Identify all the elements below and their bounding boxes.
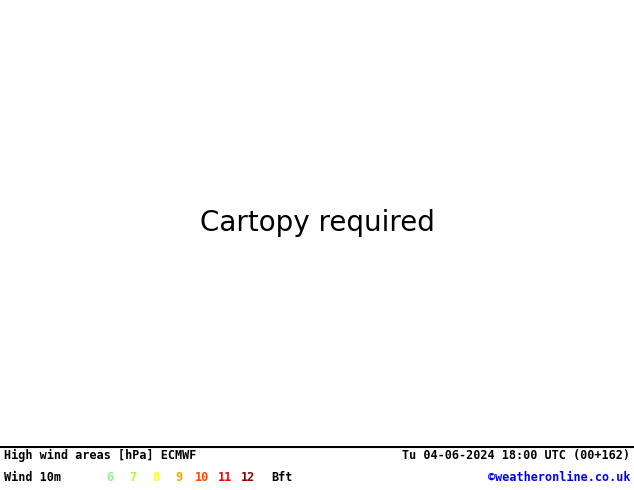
Text: Cartopy required: Cartopy required	[200, 209, 434, 237]
Text: High wind areas [hPa] ECMWF: High wind areas [hPa] ECMWF	[4, 449, 197, 463]
Polygon shape	[0, 446, 634, 490]
Text: Tu 04-06-2024 18:00 UTC (00+162): Tu 04-06-2024 18:00 UTC (00+162)	[402, 449, 630, 463]
Text: 10: 10	[195, 471, 209, 485]
Text: 7: 7	[129, 471, 136, 485]
Text: 6: 6	[107, 471, 113, 485]
Text: 9: 9	[176, 471, 183, 485]
Text: 11: 11	[218, 471, 232, 485]
Text: Wind 10m: Wind 10m	[4, 471, 61, 485]
Text: 8: 8	[152, 471, 160, 485]
Text: 12: 12	[241, 471, 255, 485]
Text: Bft: Bft	[271, 471, 292, 485]
Text: ©weatheronline.co.uk: ©weatheronline.co.uk	[488, 471, 630, 485]
